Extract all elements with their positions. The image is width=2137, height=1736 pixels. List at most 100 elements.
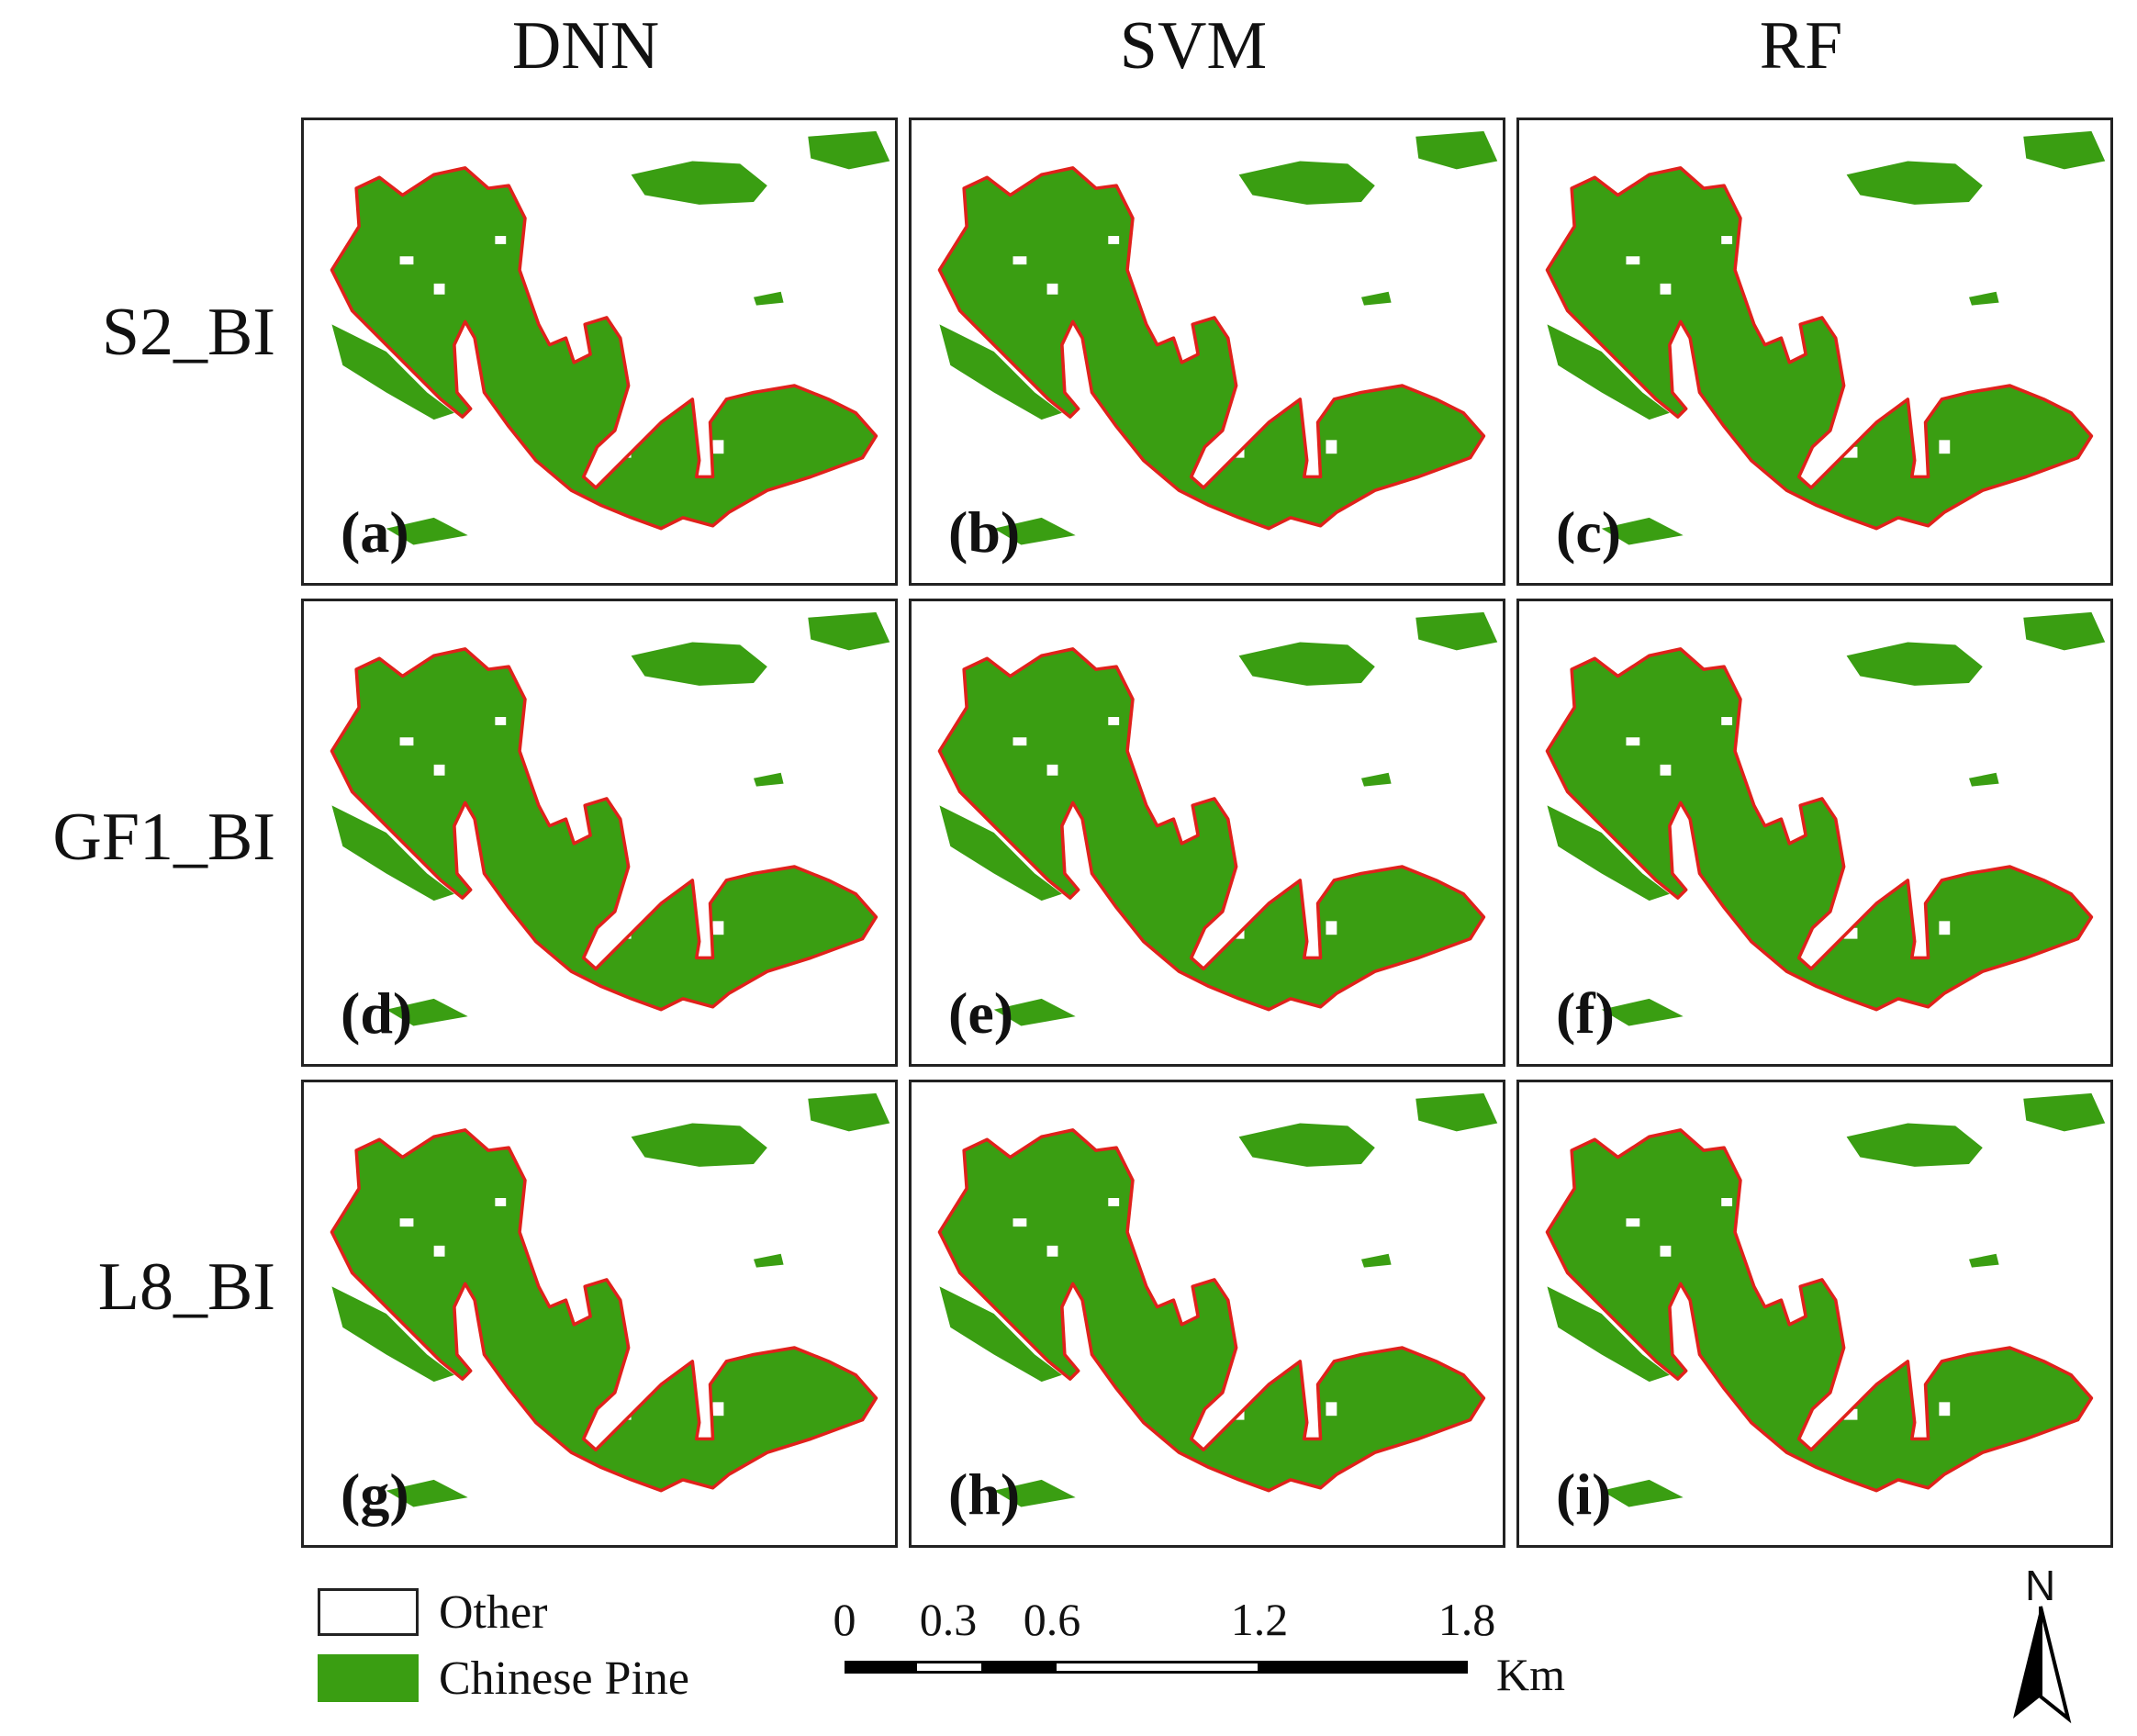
chinese-pine-patch bbox=[1547, 805, 1670, 902]
other-gap bbox=[1843, 927, 1858, 939]
other-gap bbox=[433, 283, 445, 295]
chinese-pine-patch bbox=[1846, 642, 1983, 686]
study-area-boundary bbox=[1545, 647, 2094, 1012]
chinese-pine-patch bbox=[1415, 1092, 1498, 1132]
study-area-boundary bbox=[1545, 1128, 2094, 1493]
scale-tick-1-2: 1.2 bbox=[1230, 1594, 1289, 1645]
chinese-pine-patch bbox=[331, 1286, 454, 1383]
chinese-pine-area bbox=[939, 648, 1484, 1010]
other-gap bbox=[433, 1245, 445, 1257]
other-gap bbox=[1326, 921, 1337, 935]
other-gap bbox=[1660, 764, 1672, 776]
other-gap bbox=[1721, 717, 1733, 725]
chinese-pine-patch bbox=[631, 642, 767, 686]
panel-label-c: (c) bbox=[1556, 499, 1622, 565]
scale-unit: Km bbox=[1496, 1649, 1565, 1700]
chinese-pine-patch bbox=[1547, 1286, 1670, 1383]
scale-tick-0-6: 0.6 bbox=[1023, 1594, 1081, 1645]
map-panel-i: (i) bbox=[1516, 1080, 2113, 1548]
chinese-pine-patch bbox=[754, 1253, 784, 1268]
chinese-pine-area bbox=[331, 167, 877, 529]
other-gap bbox=[1660, 283, 1672, 295]
other-gap bbox=[1660, 1245, 1672, 1257]
chinese-pine-area bbox=[1547, 1129, 2092, 1491]
other-gap bbox=[1013, 256, 1027, 265]
other-gap bbox=[1013, 1218, 1027, 1227]
chinese-pine-patch bbox=[331, 805, 454, 902]
chinese-pine-patch bbox=[808, 611, 890, 651]
north-label: N bbox=[2025, 1562, 2056, 1609]
other-gap bbox=[1013, 737, 1027, 746]
other-gap bbox=[1108, 236, 1120, 244]
study-area-boundary bbox=[937, 1128, 1486, 1493]
other-gap bbox=[1046, 764, 1058, 776]
map-h bbox=[937, 1092, 1498, 1507]
other-gap bbox=[1939, 440, 1951, 454]
map-b bbox=[937, 130, 1498, 545]
legend-label-other: Other bbox=[439, 1585, 548, 1639]
chinese-pine-area bbox=[1547, 648, 2092, 1010]
chinese-pine-patch bbox=[939, 805, 1062, 902]
chinese-pine-area bbox=[939, 1129, 1484, 1491]
panel-label-a: (a) bbox=[341, 499, 409, 565]
map-panel-c: (c) bbox=[1516, 118, 2113, 586]
other-gap bbox=[433, 764, 445, 776]
column-title-dnn: DNN bbox=[511, 8, 660, 84]
legend-item-pine: Chinese Pine bbox=[318, 1645, 689, 1711]
other-gap bbox=[1721, 1198, 1733, 1206]
map-panel-h: (h) bbox=[909, 1080, 1505, 1548]
chinese-pine-patch bbox=[2023, 611, 2106, 651]
chinese-pine-patch bbox=[1969, 291, 1999, 306]
scale-tick-1-8: 1.8 bbox=[1438, 1594, 1496, 1645]
map-panel-a: (a) bbox=[301, 118, 898, 586]
chinese-pine-patch bbox=[1846, 1123, 1983, 1167]
chinese-pine-patch bbox=[993, 998, 1076, 1026]
other-gap bbox=[1939, 921, 1951, 935]
study-area-boundary bbox=[937, 166, 1486, 531]
other-gap bbox=[1108, 717, 1120, 725]
legend-item-other: Other bbox=[318, 1579, 689, 1645]
other-gap bbox=[1626, 256, 1640, 265]
chinese-pine-patch bbox=[939, 1286, 1062, 1383]
chinese-pine-patch bbox=[631, 1123, 767, 1167]
study-area-boundary bbox=[330, 647, 878, 1012]
other-gap bbox=[1626, 1218, 1640, 1227]
chinese-pine-patch bbox=[939, 324, 1062, 420]
north-arrow-icon bbox=[2013, 1606, 2072, 1724]
north-arrow: N bbox=[1990, 1561, 2091, 1726]
study-area-boundary bbox=[1545, 166, 2094, 531]
other-gap bbox=[617, 1408, 632, 1420]
chinese-pine-patch bbox=[1361, 1253, 1392, 1268]
other-gap bbox=[399, 737, 414, 746]
map-panel-g: (g) bbox=[301, 1080, 898, 1548]
map-panel-f: (f) bbox=[1516, 599, 2113, 1067]
other-gap bbox=[1046, 283, 1058, 295]
other-gap bbox=[1721, 236, 1733, 244]
map-panel-e: (e) bbox=[909, 599, 1505, 1067]
other-gap bbox=[617, 446, 632, 458]
scale-tick-0-3: 0.3 bbox=[919, 1594, 978, 1645]
chinese-pine-patch bbox=[1238, 1123, 1375, 1167]
row-title-s2-bi: S2_BI bbox=[101, 295, 275, 370]
chinese-pine-patch bbox=[1238, 161, 1375, 205]
other-gap bbox=[1046, 1245, 1058, 1257]
chinese-pine-patch bbox=[1601, 1479, 1684, 1507]
chinese-pine-patch bbox=[1601, 998, 1684, 1026]
chinese-pine-patch bbox=[1238, 642, 1375, 686]
scale-segment-2 bbox=[914, 1661, 984, 1674]
legend-swatch-other bbox=[318, 1588, 419, 1636]
scale-segment-3 bbox=[984, 1661, 1054, 1674]
map-d bbox=[330, 611, 890, 1026]
map-panel-b: (b) bbox=[909, 118, 1505, 586]
chinese-pine-patch bbox=[993, 517, 1076, 545]
map-f bbox=[1545, 611, 2106, 1026]
other-gap bbox=[712, 1402, 724, 1417]
other-gap bbox=[1626, 737, 1640, 746]
scale-segment-1 bbox=[845, 1661, 914, 1674]
study-area-boundary bbox=[937, 647, 1486, 1012]
other-gap bbox=[1326, 1402, 1337, 1417]
chinese-pine-patch bbox=[1969, 1253, 1999, 1268]
chinese-pine-patch bbox=[631, 161, 767, 205]
panel-label-i: (i) bbox=[1556, 1462, 1612, 1527]
column-title-rf: RF bbox=[1759, 8, 1843, 84]
